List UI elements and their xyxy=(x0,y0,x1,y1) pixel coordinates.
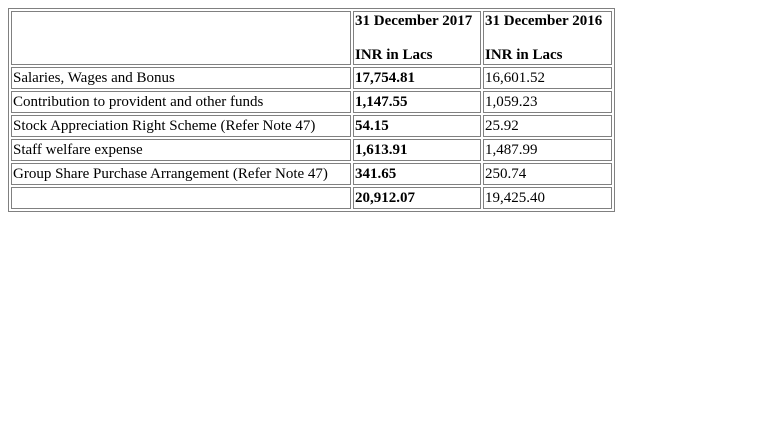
employee-benefit-expense-table: 31 December 2017 INR in Lacs 31 December… xyxy=(8,8,615,212)
header-label-cell xyxy=(11,11,351,65)
row-current-value: 17,754.81 xyxy=(353,67,481,89)
header-current-year-cell: 31 December 2017 INR in Lacs xyxy=(353,11,481,65)
row-previous-value: 16,601.52 xyxy=(483,67,612,89)
row-previous-value: 250.74 xyxy=(483,163,612,185)
header-previous-year-cell: 31 December 2016 INR in Lacs xyxy=(483,11,612,65)
total-row: 20,912.07 19,425.40 xyxy=(11,187,612,209)
total-label xyxy=(11,187,351,209)
table-row: Contribution to provident and other fund… xyxy=(11,91,612,113)
row-current-value: 54.15 xyxy=(353,115,481,137)
row-label: Salaries, Wages and Bonus xyxy=(11,67,351,89)
header-current-year-unit: INR in Lacs xyxy=(355,47,433,63)
row-current-value: 341.65 xyxy=(353,163,481,185)
row-previous-value: 1,059.23 xyxy=(483,91,612,113)
table-row: Salaries, Wages and Bonus 17,754.81 16,6… xyxy=(11,67,612,89)
header-previous-year-date: 31 December 2016 xyxy=(485,13,603,29)
row-previous-value: 1,487.99 xyxy=(483,139,612,161)
row-label: Stock Appreciation Right Scheme (Refer N… xyxy=(11,115,351,137)
row-label: Contribution to provident and other fund… xyxy=(11,91,351,113)
row-label: Staff welfare expense xyxy=(11,139,351,161)
row-current-value: 1,613.91 xyxy=(353,139,481,161)
table-row: Group Share Purchase Arrangement (Refer … xyxy=(11,163,612,185)
table-row: Stock Appreciation Right Scheme (Refer N… xyxy=(11,115,612,137)
total-current-value: 20,912.07 xyxy=(353,187,481,209)
header-current-year-date: 31 December 2017 xyxy=(355,13,473,29)
header-previous-year-unit: INR in Lacs xyxy=(485,47,563,63)
row-label: Group Share Purchase Arrangement (Refer … xyxy=(11,163,351,185)
table-header-row: 31 December 2017 INR in Lacs 31 December… xyxy=(11,11,612,65)
row-previous-value: 25.92 xyxy=(483,115,612,137)
total-previous-value: 19,425.40 xyxy=(483,187,612,209)
row-current-value: 1,147.55 xyxy=(353,91,481,113)
table-row: Staff welfare expense 1,613.91 1,487.99 xyxy=(11,139,612,161)
